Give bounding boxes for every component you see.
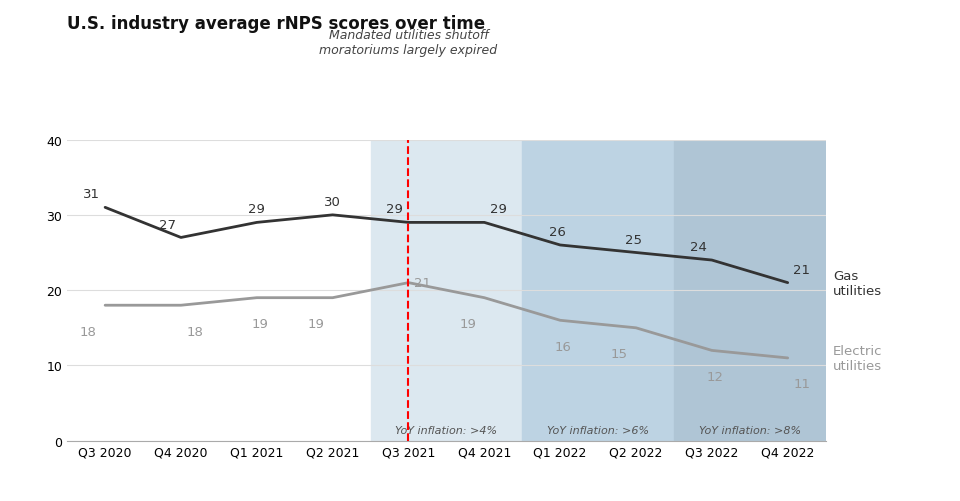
- Text: YoY inflation: >4%: YoY inflation: >4%: [396, 425, 497, 435]
- Text: 25: 25: [625, 233, 641, 246]
- Text: YoY inflation: >8%: YoY inflation: >8%: [699, 425, 801, 435]
- Text: YoY inflation: >6%: YoY inflation: >6%: [547, 425, 649, 435]
- Text: 19: 19: [252, 318, 268, 331]
- Text: 26: 26: [549, 225, 565, 238]
- Bar: [522, 140, 674, 441]
- Text: 18: 18: [186, 325, 204, 338]
- Text: Gas
utilities: Gas utilities: [833, 269, 882, 297]
- Text: 27: 27: [158, 218, 176, 231]
- Text: Electric
utilities: Electric utilities: [833, 344, 882, 372]
- Text: 24: 24: [689, 240, 707, 254]
- Text: 16: 16: [555, 340, 571, 353]
- Text: Mandated utilities shutoff
moratoriums largely expired: Mandated utilities shutoff moratoriums l…: [320, 29, 497, 57]
- Text: 21: 21: [414, 276, 431, 289]
- Text: 18: 18: [80, 325, 97, 338]
- Bar: [674, 140, 826, 441]
- Text: 30: 30: [324, 195, 341, 208]
- Text: U.S. industry average rNPS scores over time: U.S. industry average rNPS scores over t…: [67, 15, 486, 33]
- Text: 19: 19: [459, 318, 476, 331]
- Text: 29: 29: [386, 203, 403, 216]
- Text: 19: 19: [307, 318, 324, 331]
- Text: 12: 12: [707, 370, 723, 383]
- Text: 31: 31: [83, 188, 100, 201]
- Text: 21: 21: [793, 263, 810, 276]
- Text: 15: 15: [611, 348, 628, 361]
- Text: 29: 29: [490, 203, 507, 216]
- Text: 29: 29: [249, 203, 265, 216]
- Text: 11: 11: [793, 378, 810, 391]
- Bar: [371, 140, 522, 441]
